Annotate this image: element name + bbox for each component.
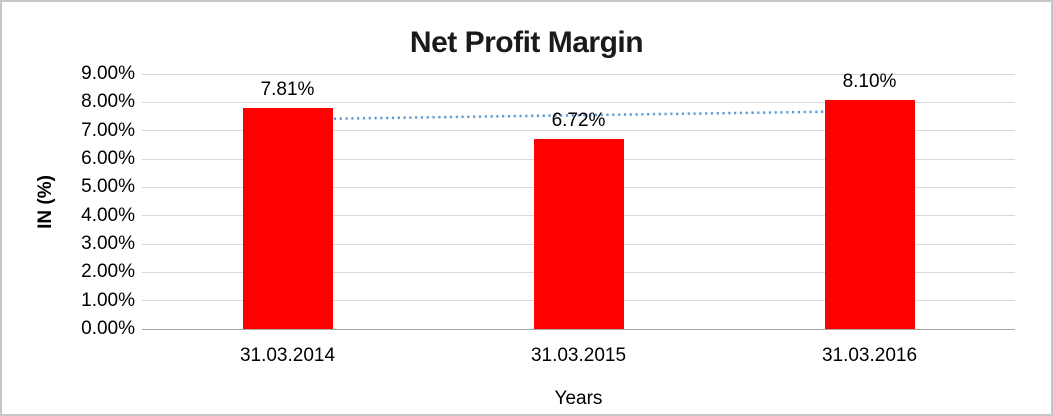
x-tick-label: 31.03.2016: [821, 345, 918, 366]
bar-data-label: 8.10%: [842, 70, 897, 92]
x-axis-title: Years: [554, 388, 603, 409]
y-tick-label: 9.00%: [81, 63, 135, 84]
y-tick-label: 4.00%: [81, 204, 135, 226]
bar: [533, 138, 624, 329]
y-tick-label: 1.00%: [81, 289, 135, 311]
y-tick-label: 3.00%: [81, 233, 135, 254]
y-tick-label: 0.00%: [81, 318, 135, 339]
y-tick-label: 5.00%: [81, 176, 135, 198]
bar: [824, 99, 915, 329]
gridline: [142, 73, 1015, 75]
bar-data-label: 6.72%: [551, 109, 606, 131]
gridline: [142, 101, 1015, 103]
bar-data-label: 7.81%: [260, 78, 315, 100]
bar: [242, 107, 333, 329]
y-tick-label: 2.00%: [81, 261, 135, 283]
chart-title: Net Profit Margin: [409, 26, 644, 59]
y-tick-label: 6.00%: [81, 148, 135, 169]
gridline: [142, 130, 1015, 132]
y-tick-label: 7.00%: [81, 119, 135, 141]
x-tick-label: 31.03.2015: [530, 345, 627, 366]
x-tick-label: 31.03.2014: [239, 345, 336, 366]
y-tick-label: 8.00%: [81, 91, 135, 113]
x-axis-line: [142, 328, 1015, 330]
